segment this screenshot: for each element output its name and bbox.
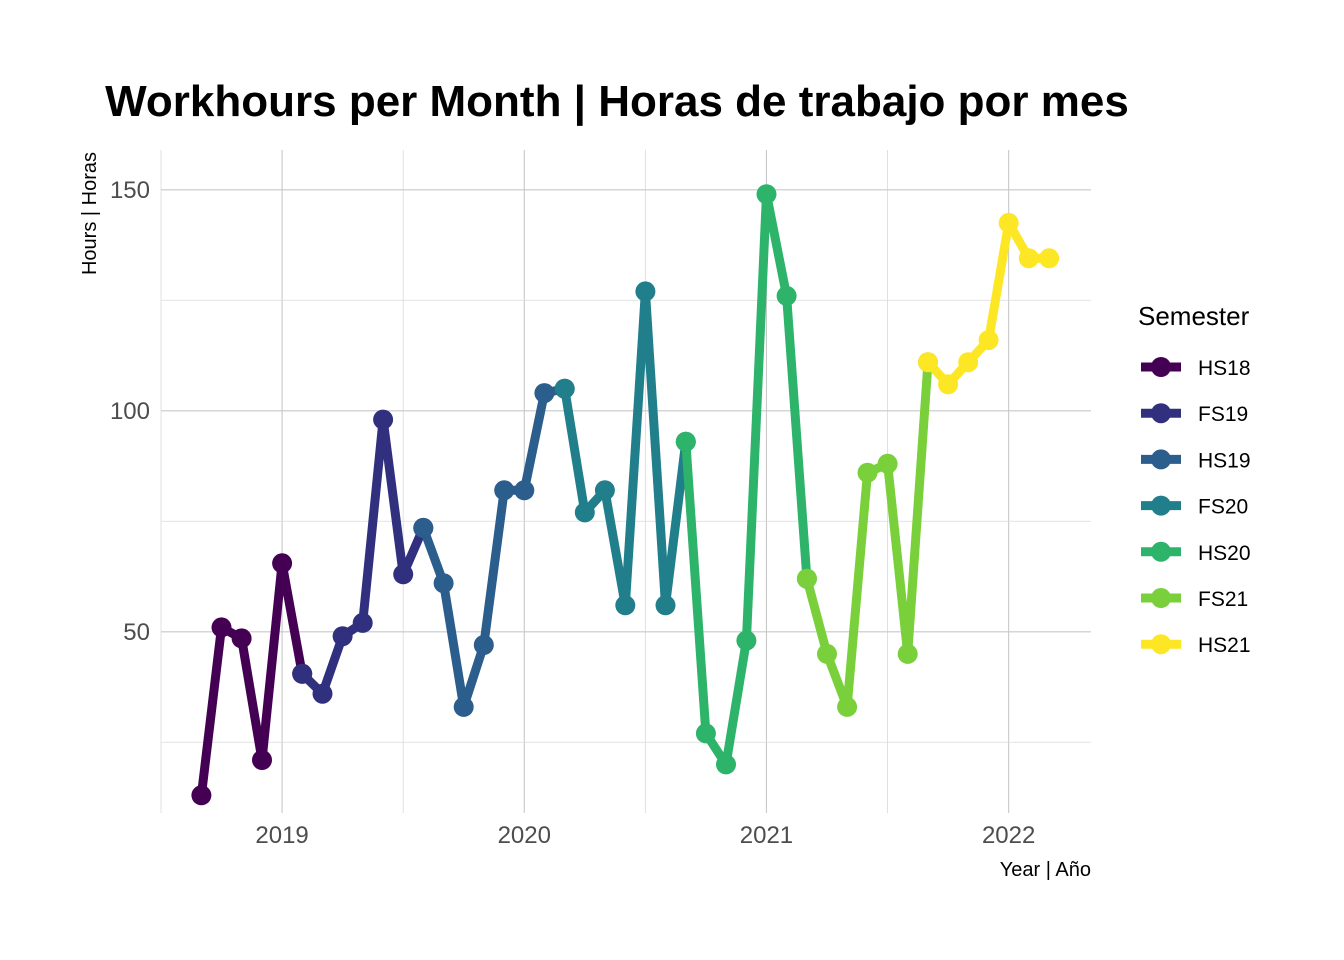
data-point-fs21 [877,453,898,474]
x-tick-label: 2021 [740,822,793,849]
legend-item-fs20: FS20 [1141,496,1248,519]
data-point-fs20 [594,480,615,501]
data-point-fs21 [897,643,918,664]
data-point-fs21 [857,462,878,483]
data-point-hs21 [1039,248,1060,269]
series-line-fs19 [299,415,428,699]
series-points [191,184,1060,806]
legend-label: FS19 [1198,403,1248,426]
series-line-fs20 [560,286,691,610]
data-point-hs19 [433,573,454,594]
data-point-hs18 [231,628,252,649]
data-point-hs19 [534,383,555,404]
data-point-fs19 [373,409,394,430]
data-point-fs20 [635,281,656,302]
x-tick-label: 2019 [255,822,308,849]
data-point-hs21 [938,374,959,395]
data-point-hs21 [958,352,979,373]
legend-item-hs18: HS18 [1141,357,1251,380]
data-point-hs21 [998,212,1019,233]
data-point-hs19 [453,696,474,717]
y-tick-label: 50 [123,619,150,646]
data-point-hs20 [716,754,736,775]
series-line-hs21 [924,218,1050,389]
series-line-hs19 [419,384,566,712]
data-point-hs19 [494,480,515,501]
data-point-hs18 [272,553,293,574]
data-point-hs20 [756,184,777,205]
x-tick-label: 2022 [982,822,1035,849]
legend-item-fs21: FS21 [1141,588,1248,611]
data-point-hs19 [514,480,535,501]
data-point-fs19 [393,564,414,585]
legend-label: HS20 [1198,542,1251,565]
legend-item-hs21: HS21 [1141,634,1251,657]
data-point-fs21 [837,696,858,717]
legend-key-point [1151,357,1171,377]
legend-label: HS21 [1198,634,1251,657]
data-point-fs19 [332,626,353,647]
series-line-hs20 [681,189,812,769]
legend-key-point [1151,449,1171,470]
data-point-hs18 [252,750,272,770]
legend-item-fs19: FS19 [1141,403,1248,426]
data-point-fs21 [796,568,817,589]
data-point-hs18 [191,785,212,806]
data-point-hs20 [695,723,716,744]
data-point-fs19 [312,683,333,704]
y-axis-label: Hours | Horas [79,152,101,275]
data-point-hs19 [473,635,494,655]
y-tick-label: 150 [110,177,150,204]
legend-key-point [1151,495,1171,516]
legend-label: FS21 [1198,588,1248,611]
data-point-hs21 [1018,248,1039,269]
legend-label: FS20 [1198,496,1248,519]
data-point-hs18 [211,617,232,638]
legend-item-hs20: HS20 [1141,541,1251,565]
legend-key-point [1151,588,1171,608]
legend-label: HS19 [1198,449,1251,472]
data-point-fs19 [292,663,313,684]
legend-key-point [1151,541,1171,562]
data-point-hs21 [978,330,999,351]
data-point-hs19 [413,517,434,538]
data-point-fs21 [817,643,837,664]
legend-item-hs19: HS19 [1141,449,1251,472]
legend-title: Semester [1138,301,1250,331]
legend-label: HS18 [1198,357,1251,380]
legend: Semester HS18 FS19 HS19 FS20 HS20 FS21 HS21 [1138,301,1251,657]
data-point-hs20 [675,431,696,452]
data-point-fs20 [655,595,676,616]
series-line-hs18 [196,558,307,796]
data-point-hs20 [736,630,757,651]
chart-title: Workhours per Month | Horas de trabajo p… [105,77,1129,127]
data-point-fs20 [554,378,575,399]
data-point-hs21 [918,352,938,373]
series-lines [196,189,1050,796]
x-axis-label: Year | Año [1000,859,1091,881]
data-point-fs20 [615,595,636,616]
data-point-hs20 [776,285,797,306]
data-point-fs20 [574,502,595,523]
x-tick-label: 2020 [498,822,551,849]
legend-key-point [1151,403,1171,424]
legend-key-point [1151,634,1171,655]
axis-ticks: 2019 2020 2021 2022 50 100 150 [110,177,1035,849]
grid [160,150,1091,813]
data-point-fs19 [352,612,373,633]
y-tick-label: 100 [110,398,150,425]
